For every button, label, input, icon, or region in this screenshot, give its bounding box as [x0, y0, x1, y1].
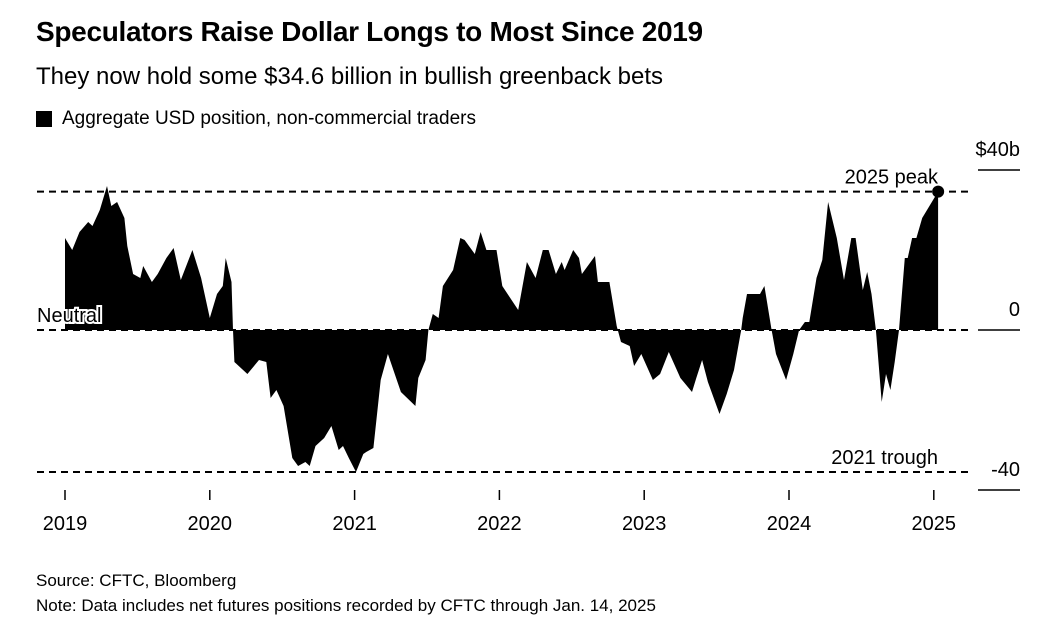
- x-tick-label: 2025: [912, 513, 957, 535]
- y-tick-label: $40b: [976, 139, 1021, 161]
- peak-label: 2025 peak: [845, 167, 939, 189]
- trough-label: 2021 trough: [831, 447, 938, 469]
- x-tick-label: 2024: [767, 513, 812, 535]
- chart-subtitle: They now hold some $34.6 billion in bull…: [36, 63, 664, 90]
- x-tick-label: 2022: [477, 513, 522, 535]
- x-tick-label: 2023: [622, 513, 667, 535]
- legend-swatch: [36, 111, 52, 127]
- source-note: Source: CFTC, Bloomberg: [36, 571, 237, 590]
- x-tick-label: 2020: [188, 513, 233, 535]
- chart-title: Speculators Raise Dollar Longs to Most S…: [36, 16, 703, 47]
- x-tick-label: 2021: [332, 513, 377, 535]
- y-tick-label: 0: [1009, 299, 1020, 321]
- y-tick-label: -40: [991, 459, 1020, 481]
- legend-label: Aggregate USD position, non-commercial t…: [62, 108, 476, 129]
- neutral-label: Neutral: [37, 305, 101, 327]
- legend: Aggregate USD position, non-commercial t…: [36, 108, 476, 130]
- x-tick-label: 2019: [43, 513, 88, 535]
- area-series: [65, 186, 939, 472]
- latest-value-dot: [932, 185, 945, 198]
- footnote: Note: Data includes net futures position…: [36, 596, 656, 615]
